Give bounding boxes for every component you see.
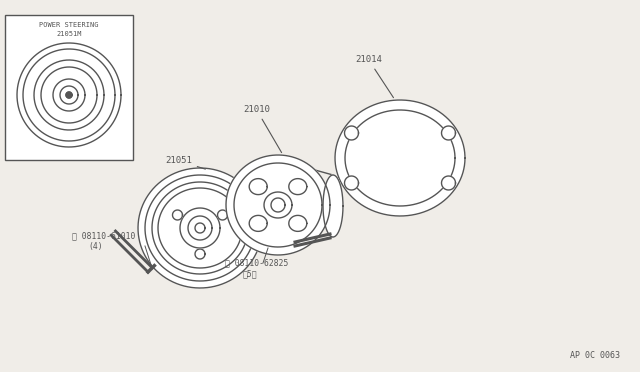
Polygon shape — [138, 168, 262, 288]
Polygon shape — [335, 100, 465, 216]
Polygon shape — [249, 179, 268, 195]
Polygon shape — [442, 126, 456, 140]
Polygon shape — [218, 210, 227, 220]
Text: Ⓑ 08110-61010: Ⓑ 08110-61010 — [72, 231, 136, 240]
Polygon shape — [323, 175, 343, 237]
Polygon shape — [226, 155, 330, 255]
Text: 21010: 21010 — [243, 105, 282, 153]
Polygon shape — [173, 210, 182, 220]
Text: POWER STEERING: POWER STEERING — [39, 22, 99, 28]
Text: (4): (4) — [88, 242, 102, 251]
Polygon shape — [249, 215, 268, 231]
Polygon shape — [289, 215, 307, 231]
Polygon shape — [344, 126, 358, 140]
Polygon shape — [442, 176, 456, 190]
Text: Ⓑ 08110-62825: Ⓑ 08110-62825 — [225, 258, 289, 267]
Text: 21051M: 21051M — [56, 31, 82, 37]
Polygon shape — [195, 249, 205, 259]
Polygon shape — [344, 176, 358, 190]
Text: 21014: 21014 — [355, 55, 394, 98]
Polygon shape — [289, 179, 307, 195]
Text: 〈5〉: 〈5〉 — [243, 269, 258, 278]
Polygon shape — [66, 92, 72, 98]
Text: AP 0C 0063: AP 0C 0063 — [570, 351, 620, 360]
Text: 21051: 21051 — [165, 156, 205, 169]
FancyBboxPatch shape — [5, 15, 133, 160]
